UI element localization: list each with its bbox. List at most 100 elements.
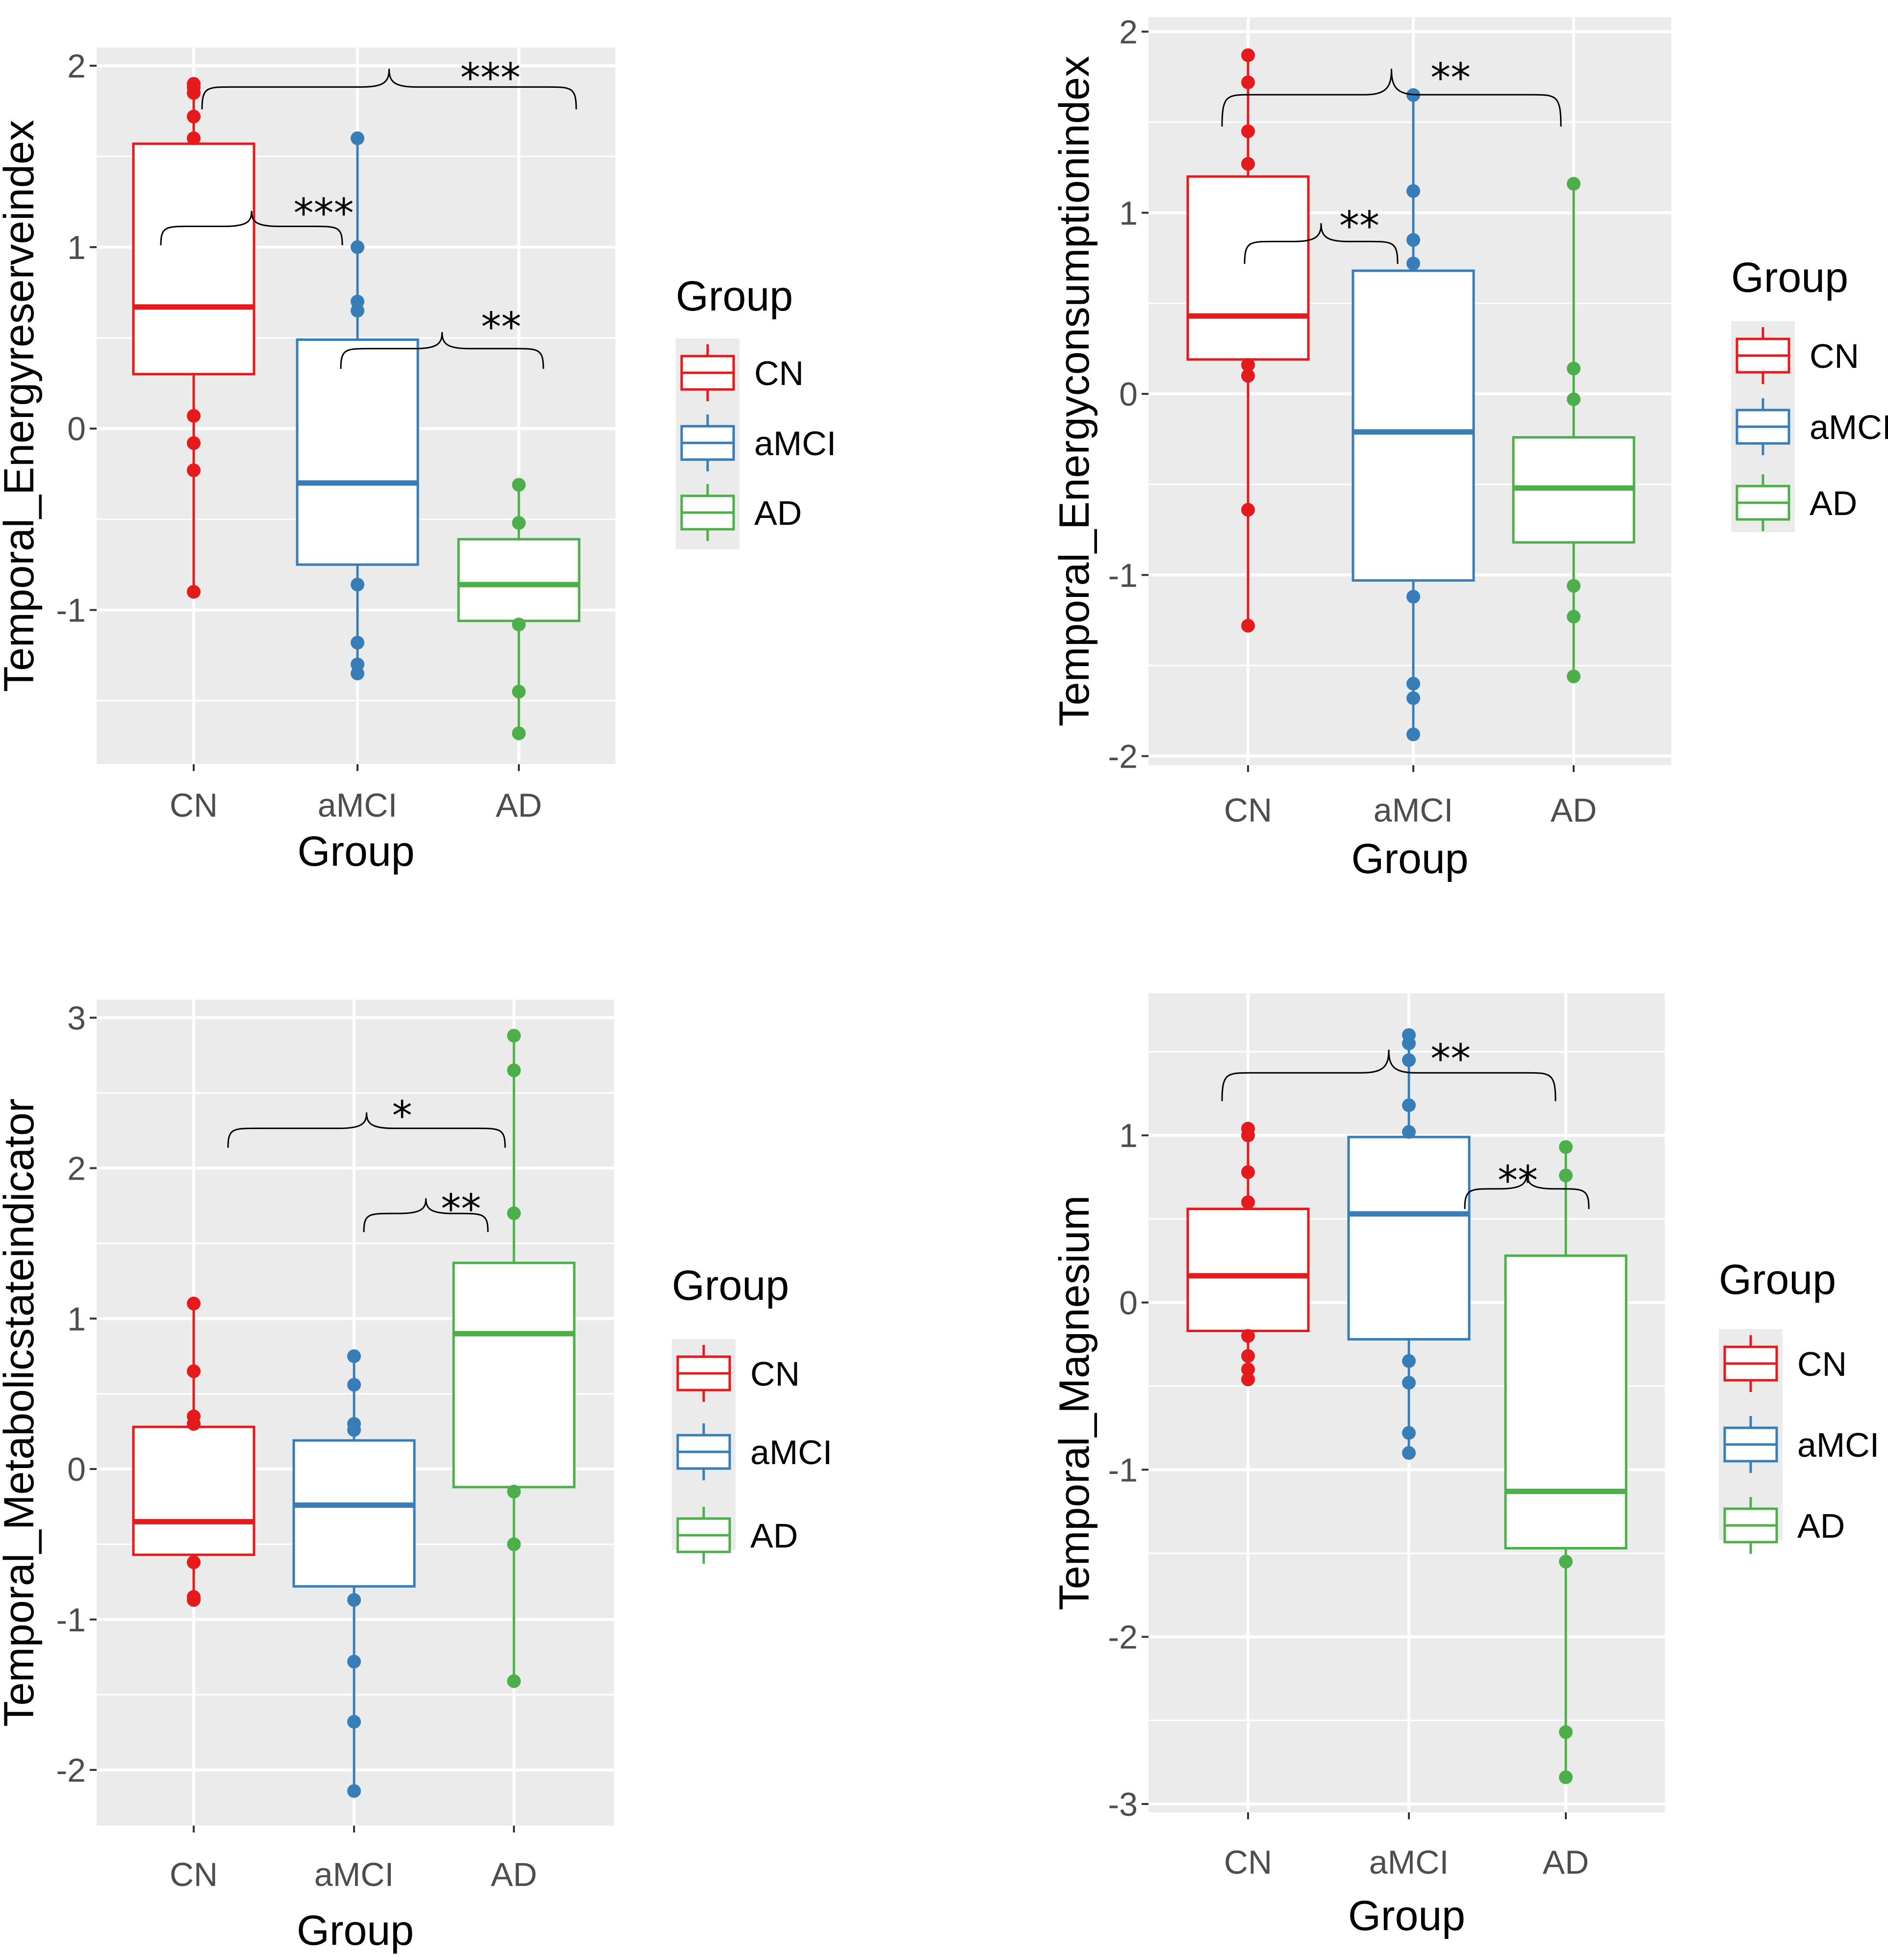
x-axis-title: Group [297,1907,414,1954]
data-point [351,667,364,681]
data-point [1241,358,1255,372]
data-point [1567,361,1581,376]
y-tick-label: -2 [56,1752,86,1789]
x-tick-label: aMCI [314,1856,394,1893]
data-point [1402,1098,1416,1112]
significance-bracket [160,210,343,246]
y-tick-label: -1 [56,592,86,629]
x-tick-label: aMCI [318,787,397,824]
data-point [187,409,201,423]
data-point [347,1349,361,1363]
y-tick-label: -1 [56,1601,86,1639]
data-point [347,1784,361,1798]
y-tick-label: -3 [1108,1786,1138,1823]
significance-label: ** [481,304,521,351]
significance-label: *** [294,190,354,237]
data-point [187,131,201,145]
significance-label: ** [1430,1036,1471,1083]
significance-bracket [1221,1049,1556,1102]
legend: Group CN aMCI AD [1731,254,1888,532]
box-aMCI [1347,1028,1471,1460]
x-tick-label: CN [170,1856,218,1893]
x-axis-title: Group [1351,835,1468,882]
data-point [1406,676,1420,691]
data-point [512,685,526,699]
data-point [187,1555,201,1570]
y-tick-label: -1 [1108,557,1138,594]
box-AD [457,478,581,741]
legend: Group CN aMCI AD [676,273,836,549]
data-point [1406,184,1420,198]
significance-label: ** [1498,1158,1538,1204]
data-point [1402,1036,1416,1051]
data-point [1406,590,1420,604]
data-point [1567,392,1581,407]
legend-title: Group [1719,1256,1836,1303]
significance-label: ** [1339,203,1379,250]
data-point [1406,233,1420,247]
box-aMCI [1352,88,1475,742]
significance-bracket [1221,68,1562,127]
data-point [187,86,201,100]
x-tick-label: AD [491,1856,537,1893]
data-point [351,304,364,318]
legend: Group CN aMCI AD [1719,1256,1879,1554]
data-point [347,1593,361,1607]
legend-label-AD: AD [750,1517,798,1555]
data-point [1402,1446,1416,1460]
data-point [1241,619,1255,633]
y-tick-label: 2 [67,1150,86,1187]
iqr-box [452,1262,576,1489]
x-axis-title: Group [1348,1892,1465,1939]
data-point [187,1296,201,1311]
x-tick-label: AD [496,787,542,824]
y-axis-title: Temporal_Energyreserveindex [0,120,43,692]
box-CN [1186,1122,1310,1387]
y-axis-title: Temporal_Metabolicstateindicator [0,1098,43,1727]
legend-title: Group [672,1262,789,1309]
legend-label-CN: CN [1797,1345,1847,1383]
data-point [512,726,526,741]
y-tick-label: 0 [67,1451,86,1488]
legend-label-CN: CN [1810,337,1859,375]
significance-bracket [363,1198,489,1233]
chart-panel-energy_reserve: -1 0 1 2 CN aMCI AD Temporal_Energyreserveindex… [0,48,836,875]
y-tick-label: 0 [1119,1285,1138,1322]
data-point [1241,1165,1255,1179]
data-point [507,1674,521,1688]
iqr-box [1504,1254,1628,1550]
data-point [1559,1554,1573,1569]
x-tick-label: CN [1224,792,1272,829]
significance-bracket [1244,223,1399,264]
data-point [512,516,526,530]
data-point [1241,1362,1255,1376]
legend-label-AD: AD [1797,1507,1845,1545]
y-axis-title: Temporal_Magnesium [1051,1195,1098,1610]
chart-panel-energy_consumption: -2 -1 0 1 2 CN aMCI AD Temporal_Energyconsumptio… [1051,14,1888,882]
chart-panel-magnesium: -3 -2 -1 0 1 CN aMCI AD Temporal_Magnesium Group *… [1051,993,1879,1939]
iqr-box [132,1425,255,1556]
legend-title: Group [1731,254,1848,301]
x-tick-label: AD [1543,1844,1589,1881]
y-tick-label: 0 [67,411,86,448]
y-tick-label: 3 [67,1000,86,1037]
data-point [1241,157,1255,171]
data-point [351,240,364,254]
y-tick-label: 1 [1119,1117,1138,1155]
data-point [1406,257,1420,271]
data-point [507,1485,521,1499]
data-point [1241,1372,1255,1387]
data-point [507,1537,521,1551]
box-aMCI [292,1349,416,1798]
box-CN [132,1296,255,1607]
data-point [1402,1354,1416,1368]
data-point [1559,1168,1573,1183]
significance-bracket [1464,1172,1590,1210]
iqr-box [1347,1135,1471,1341]
data-point [507,1206,521,1220]
data-point [1567,610,1581,624]
data-point [1241,48,1255,62]
data-point [187,585,201,599]
data-point [351,131,364,145]
data-point [1406,691,1420,705]
